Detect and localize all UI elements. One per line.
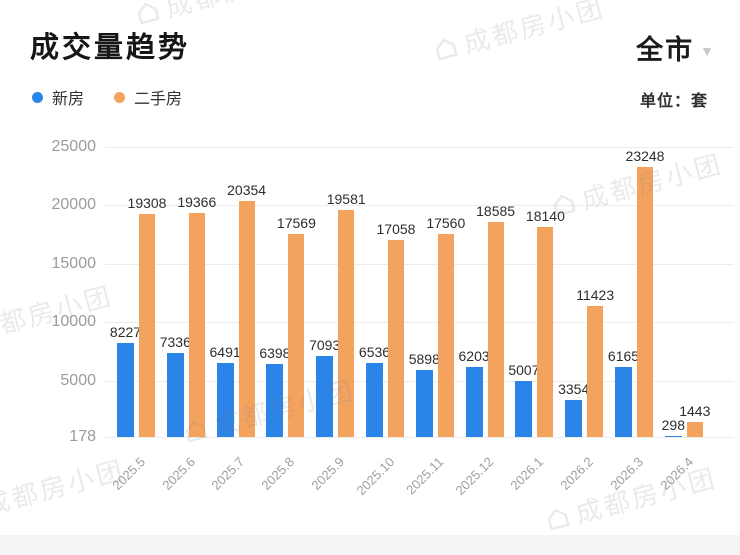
bar-second-hand-house[interactable]	[537, 227, 554, 437]
bar-new-house[interactable]	[415, 370, 433, 437]
bar-value-label: 7093	[309, 337, 341, 354]
bar-new-house[interactable]	[316, 356, 334, 437]
bar-new-house[interactable]	[515, 380, 533, 437]
bar-new-house[interactable]	[117, 342, 134, 437]
bar-value-label: 8227	[109, 323, 142, 340]
bar-second-hand-house[interactable]	[288, 233, 305, 437]
bar-value-label: 19366	[177, 193, 217, 210]
x-axis-label: 2025.12	[452, 454, 497, 499]
bar-new-house[interactable]	[615, 367, 632, 437]
bar-second-hand-house[interactable]	[139, 213, 155, 437]
legend-dot-icon	[32, 91, 43, 103]
bar-value-label: 11423	[576, 286, 615, 303]
bar-new-house[interactable]	[664, 435, 682, 437]
bar-value-label: 6203	[458, 347, 490, 364]
bar-value-label: 17569	[276, 214, 316, 231]
bar-second-hand-house[interactable]	[188, 212, 205, 437]
y-axis-label: 178	[69, 428, 96, 445]
bar-new-house[interactable]	[216, 363, 234, 437]
legend-dot-icon	[114, 91, 126, 103]
bar-value-label: 18140	[525, 208, 565, 225]
bar-value-label: 23248	[625, 148, 665, 165]
bar-second-hand-house[interactable]	[587, 305, 604, 437]
x-axis-label: 2026.2	[557, 454, 597, 493]
chart-legend: 新房 二手房	[32, 85, 182, 109]
bar-second-hand-house[interactable]	[637, 167, 653, 437]
bar-value-label: 298	[661, 416, 685, 433]
x-axis-label: 2025.7	[208, 454, 248, 493]
x-axis-label: 2026.4	[656, 454, 696, 493]
y-axis-label: 10000	[51, 313, 97, 331]
bar-value-label: 6491	[209, 344, 241, 361]
bar-new-house[interactable]	[266, 364, 284, 437]
chevron-down-icon: ▼	[700, 42, 714, 59]
unit-label: 单位：套	[639, 93, 708, 110]
bar-new-house[interactable]	[465, 366, 483, 437]
y-axis-label: 15000	[51, 254, 97, 272]
bar-value-label: 7336	[159, 334, 191, 351]
bar-value-label: 6165	[607, 348, 640, 365]
city-filter-value: 全市	[636, 35, 695, 65]
bar-second-hand-house[interactable]	[487, 221, 504, 437]
x-axis-label: 2025.10	[352, 454, 397, 499]
x-axis-label: 2026.1	[507, 454, 547, 493]
city-filter-dropdown[interactable]: 全市 ▼	[636, 28, 714, 67]
gridline	[105, 147, 734, 148]
bottom-strip	[0, 535, 740, 555]
x-axis-label: 2025.8	[258, 454, 298, 493]
gridline	[105, 437, 734, 438]
legend-label: 二手房	[134, 91, 183, 108]
bar-value-label: 19581	[326, 191, 366, 208]
bar-value-label: 17058	[376, 220, 416, 237]
bar-new-house[interactable]	[565, 399, 583, 437]
gridline	[105, 322, 734, 324]
bar-value-label: 17560	[426, 214, 466, 231]
bar-second-hand-house[interactable]	[388, 239, 404, 437]
bar-second-hand-house[interactable]	[686, 422, 703, 437]
legend-label: 新房	[52, 91, 85, 108]
gridline	[105, 205, 734, 207]
bar-value-label: 6398	[259, 345, 291, 362]
bar-new-house[interactable]	[366, 362, 383, 437]
bar-value-label: 20354	[227, 182, 267, 199]
x-axis-label: 2025.9	[308, 454, 348, 493]
legend-item-new-house[interactable]: 新房	[32, 85, 84, 109]
bar-second-hand-house[interactable]	[238, 201, 255, 437]
bar-value-label: 6536	[358, 343, 391, 360]
bar-value-label: 5007	[508, 361, 540, 378]
bar-value-label: 1443	[679, 403, 711, 420]
bar-second-hand-house[interactable]	[437, 233, 454, 437]
legend-item-second-hand-house[interactable]: 二手房	[114, 85, 182, 109]
bar-second-hand-house[interactable]	[338, 210, 355, 437]
page-title: 成交量趋势	[30, 32, 191, 64]
x-axis-label: 2025.5	[109, 454, 148, 493]
gridline	[105, 263, 734, 265]
y-axis-label: 20000	[51, 196, 97, 214]
x-axis-label: 2025.6	[158, 454, 198, 493]
bar-value-label: 18585	[476, 202, 516, 219]
x-axis-label: 2026.3	[607, 454, 646, 493]
x-axis-label: 2025.11	[403, 454, 447, 498]
bar-value-label: 5898	[408, 351, 440, 368]
y-axis-label: 25000	[51, 138, 97, 155]
bar-new-house[interactable]	[166, 353, 184, 437]
bar-value-label: 3354	[558, 380, 590, 397]
y-axis-label: 5000	[60, 371, 96, 389]
bar-value-label: 19308	[127, 194, 167, 211]
